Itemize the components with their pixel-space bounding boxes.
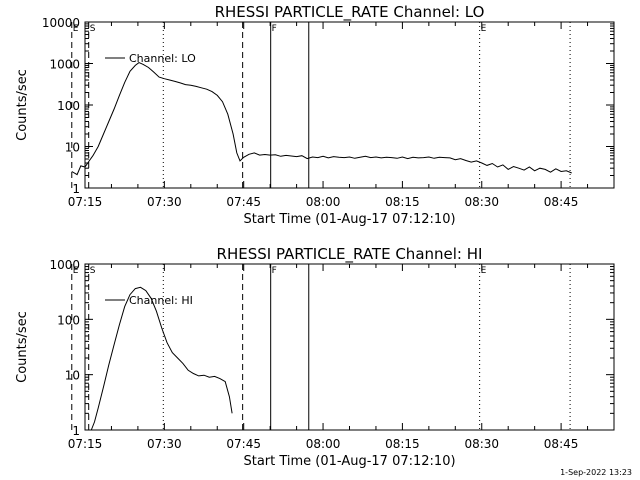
chart2-series-line: [90, 286, 233, 431]
chart1-x-axis-label: Start Time (01-Aug-17 07:12:10): [243, 212, 455, 227]
chart2-x-axis-label: Start Time (01-Aug-17 07:12:10): [243, 454, 455, 469]
chart1-marker-label: E: [73, 24, 79, 34]
chart1-x-tick-label: 08:15: [385, 195, 420, 209]
chart2-y-tick-label: 100: [57, 313, 80, 327]
chart2-marker-label: E: [481, 266, 487, 276]
chart2-marker-label: F: [272, 266, 277, 276]
chart2-y-tick-label: 10: [65, 369, 80, 383]
chart1-marker-label: F: [272, 24, 277, 34]
chart1-series-line: [71, 62, 572, 176]
chart1-y-tick-label: 10000: [42, 16, 80, 30]
chart1-x-tick-label: 07:15: [68, 195, 103, 209]
chart2-title: RHESSI PARTICLE_RATE Channel: HI: [217, 245, 483, 264]
chart2-y-tick-label: 1: [72, 424, 80, 438]
chart2-plot-frame: [84, 263, 615, 431]
chart2-x-tick-label: 07:45: [226, 437, 261, 451]
chart2-y-axis-label: Counts/sec: [15, 311, 30, 383]
chart1-y-tick-label: 100: [57, 99, 80, 113]
chart1-x-tick-label: 07:45: [226, 195, 261, 209]
chart1-legend-label: Channel: LO: [129, 52, 196, 65]
chart1-plot-frame: [84, 21, 615, 189]
chart2-y-tick-label: 1000: [49, 258, 80, 272]
chart2-x-tick-label: 08:45: [544, 437, 579, 451]
chart1-x-tick-label: 08:30: [464, 195, 499, 209]
chart2-marker-label: S: [90, 266, 96, 276]
chart1-title: RHESSI PARTICLE_RATE Channel: LO: [215, 3, 485, 22]
chart1-y-tick-label: 10: [65, 141, 80, 155]
chart1-y-tick-label: 1: [72, 182, 80, 196]
chart2-marker-label: E: [73, 266, 79, 276]
chart1-marker-label: S: [90, 24, 96, 34]
chart2-x-tick-label: 08:15: [385, 437, 420, 451]
chart2-legend-label: Channel: HI: [129, 294, 193, 307]
chart1-marker-label: E: [481, 24, 487, 34]
chart1-x-tick-label: 08:45: [544, 195, 579, 209]
chart2-x-tick-label: 08:30: [464, 437, 499, 451]
footer-timestamp: 1-Sep-2022 13:23: [560, 468, 632, 477]
chart2-x-tick-label: 07:15: [68, 437, 103, 451]
chart2-x-tick-label: 07:30: [147, 437, 182, 451]
chart1-y-tick-label: 1000: [49, 58, 80, 72]
chart2-x-tick-label: 08:00: [306, 437, 341, 451]
chart1-y-axis-label: Counts/sec: [15, 69, 30, 141]
chart1-x-tick-label: 08:00: [306, 195, 341, 209]
chart1-x-tick-label: 07:30: [147, 195, 182, 209]
